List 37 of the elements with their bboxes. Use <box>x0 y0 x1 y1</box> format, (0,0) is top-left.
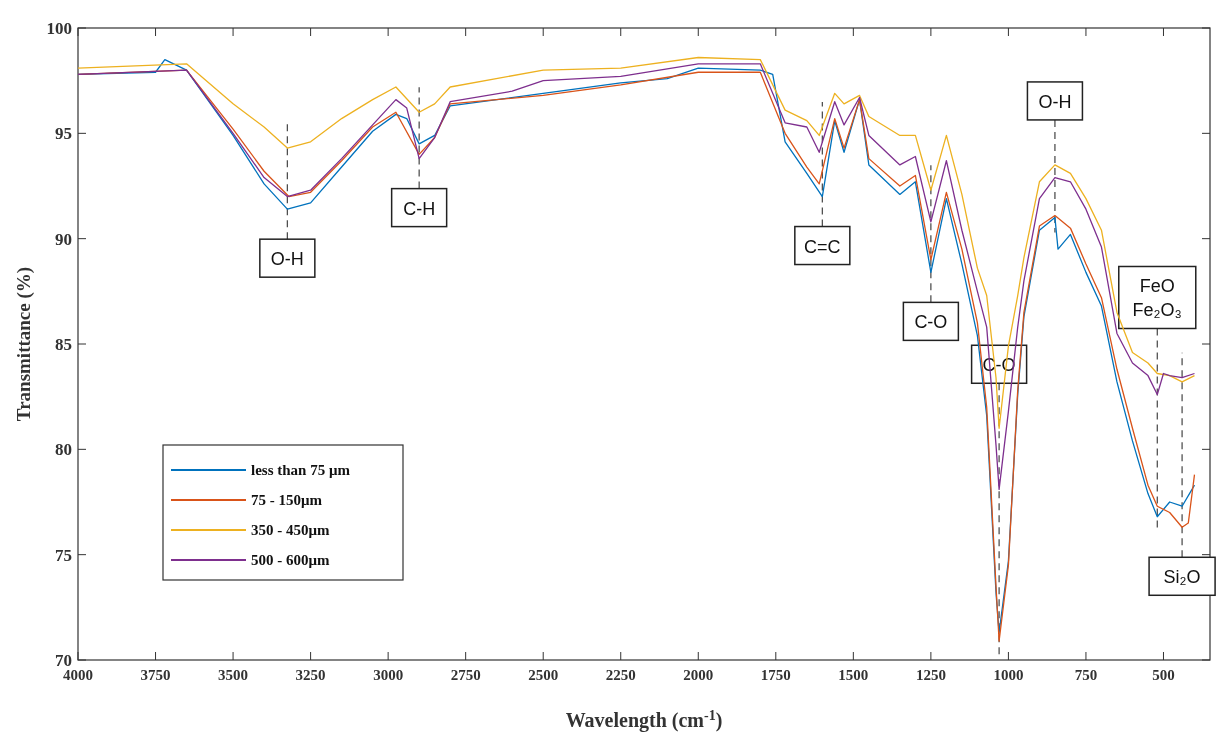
x-tick-label: 1500 <box>838 667 869 683</box>
x-tick-label: 3000 <box>373 667 404 683</box>
x-tick-label: 4000 <box>63 667 93 683</box>
x-tick-label: 2000 <box>683 667 714 683</box>
annotation: O-H <box>270 249 304 270</box>
legend-label: 350 - 450μm <box>251 522 330 538</box>
y-axis-title: Transmittance (%) <box>13 266 35 422</box>
annotation: C-H <box>403 198 436 219</box>
y-tick-label: 70 <box>55 651 72 670</box>
legend-label: 75 - 150μm <box>251 492 323 508</box>
annotation: C=C <box>804 236 841 257</box>
x-axis-title: Wavelength (cm$^{-1}$) <box>565 707 723 732</box>
x-tick-label: 2500 <box>528 667 559 683</box>
x-tick-label: 3750 <box>140 667 171 683</box>
x-tick-label: 750 <box>1074 667 1098 683</box>
x-tick-label: 500 <box>1152 667 1175 683</box>
y-tick-label: 75 <box>55 545 72 565</box>
x-tick-label: 2750 <box>450 667 481 683</box>
y-tick-label: 100 <box>46 19 72 38</box>
annotation: FeO Fe₂O₃ <box>1132 276 1182 321</box>
x-tick-label: 3250 <box>295 667 326 683</box>
line-series <box>77 56 1196 429</box>
x-tick-label: 1250 <box>915 667 946 683</box>
y-tick-label: 95 <box>55 124 72 144</box>
x-tick-label: 3500 <box>218 667 249 683</box>
x-tick-label: 2250 <box>605 667 636 683</box>
y-tick-label: 80 <box>55 440 72 460</box>
y-tick-label: 90 <box>55 229 72 249</box>
annotation: C-O <box>914 312 948 333</box>
annotation: O-H <box>1038 91 1072 112</box>
annotation: Si₂O <box>1163 567 1201 588</box>
x-tick-label: 1000 <box>993 667 1024 683</box>
legend-label: less than 75 μm <box>251 462 351 478</box>
line-series <box>77 63 1196 491</box>
x-tick-label: 1750 <box>760 667 791 683</box>
y-tick-label: 85 <box>55 335 72 354</box>
legend-label: 500 - 600μm <box>251 552 330 568</box>
